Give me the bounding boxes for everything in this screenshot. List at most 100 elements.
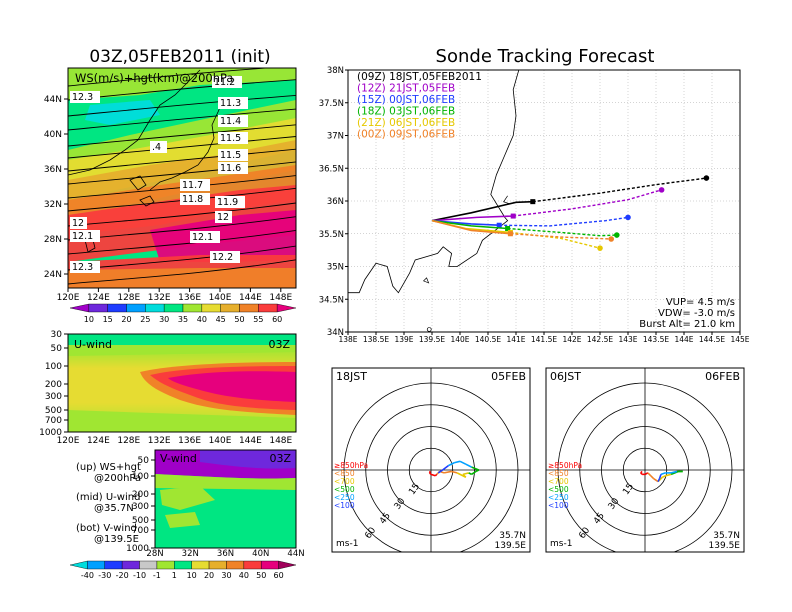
coastline-island <box>422 277 430 284</box>
ws-colorbar-label: 55 <box>253 315 263 324</box>
track-panel: 34N 34.5N 35N 35.5N 36N 36.5N 37N 37.5N 38N 138E 1… <box>319 66 750 344</box>
hodo-level-legend: <700 <box>548 477 569 486</box>
v-shade-band <box>165 512 200 528</box>
hodo-segment <box>442 465 449 471</box>
v-colorbar-label: 30 <box>221 571 231 580</box>
note-up-level: @200hPa <box>94 473 141 484</box>
left-title: 03Z,05FEB2011 (init) <box>89 47 270 67</box>
launch-legend-entry: (09Z) 18JST,05FEB2011 <box>357 71 482 83</box>
u-p-label: 100 <box>45 362 62 372</box>
v-colorbar-label: 60 <box>274 571 284 580</box>
track-lon-label: 142E <box>562 335 581 344</box>
v-lat-label: 32N <box>182 549 199 559</box>
ws-colorbar-swatch <box>145 303 165 313</box>
u-lon-label: 128E <box>117 436 140 446</box>
ws-lat-label: 44N <box>44 95 62 105</box>
v-colorbar-swatch <box>243 560 262 570</box>
track-lon-label: 141.5E <box>531 335 557 344</box>
u-panel-time: 03Z <box>268 338 290 351</box>
track-burst-marker <box>510 213 516 219</box>
u-shade-band <box>168 371 296 402</box>
coastline-island <box>426 327 432 332</box>
hodo-segment <box>670 470 678 474</box>
ws-colorbar-swatch <box>107 303 127 313</box>
ws-contour-label: 11.6 <box>220 163 241 174</box>
ws-lon-label: 120E <box>57 293 80 303</box>
note-bot-lon: @139.5E <box>94 534 139 545</box>
v-colorbar-swatch <box>121 560 140 570</box>
u-p-label: 200 <box>45 380 62 390</box>
ws-contour-label: 11.9 <box>217 197 238 208</box>
u-lon-label: 148E <box>269 436 292 446</box>
v-shade-band <box>155 474 296 490</box>
ws-contour-label: 12.2 <box>212 252 233 263</box>
hodo-unit: ms-1 <box>550 539 572 549</box>
v-colorbar-label: -30 <box>98 571 111 580</box>
u-shade-band <box>68 410 296 432</box>
launch-legend-entry: (00Z) 09JST,06FEB <box>357 129 455 141</box>
track-lat-label: 36.5N <box>319 164 344 174</box>
ws-lat-label: 40N <box>44 130 62 140</box>
ws-lon-label: 144E <box>239 293 262 303</box>
hodo-segment <box>640 470 643 474</box>
ws-contour-label: 11.8 <box>182 194 203 205</box>
param-vdw: VDW= -3.0 m/s <box>658 308 735 319</box>
right-title: Sonde Tracking Forecast <box>436 46 655 67</box>
v-colorbar-swatch <box>261 560 279 570</box>
ws-contour-label: 12.3 <box>72 262 93 273</box>
track-lon-label: 144.5E <box>699 335 725 344</box>
ws-height-contour <box>68 148 296 172</box>
ws-contour-label-box <box>70 217 87 229</box>
hodo-segment <box>434 473 438 477</box>
hodo-segment <box>430 473 436 477</box>
hodo-level-legend: <850 <box>334 469 355 478</box>
v-colorbar-swatch <box>278 560 297 570</box>
ws-colorbar-label: 35 <box>178 315 188 324</box>
v-colorbar-swatch <box>87 560 105 570</box>
ws-colorbar-label: 15 <box>103 315 113 324</box>
u-lon-label: 132E <box>148 436 171 446</box>
hodo-level-legend: <700 <box>334 477 355 486</box>
track-landing-marker <box>625 214 631 221</box>
ws-contour-label: 11.5 <box>220 133 241 144</box>
hodo-level-legend: ≥850hPa <box>548 461 582 470</box>
v-shade-band <box>200 450 296 469</box>
hodo-segment <box>448 462 455 467</box>
ws-colorbar-swatch <box>258 303 278 313</box>
u-lon-label: 120E <box>57 436 80 446</box>
v-colorbar-label: 10 <box>187 571 197 580</box>
hodo-title-right: 05FEB <box>491 370 526 383</box>
track-lon-label: 138E <box>338 335 357 344</box>
track-lat-label: 36N <box>327 197 344 207</box>
v-colorbar-label: -1 <box>153 571 161 580</box>
ws-height-contour <box>68 259 296 285</box>
ws-contour-label-box <box>190 231 220 243</box>
track-lon-label: 145E <box>730 335 749 344</box>
track-descent-line <box>513 189 662 217</box>
ws-contour-label-box <box>180 193 210 205</box>
ws-height-contour <box>68 108 296 131</box>
track-burst-marker <box>505 226 511 232</box>
v-colorbar-swatch <box>156 560 175 570</box>
ws-contour-label-box <box>70 230 100 242</box>
ws-contour-label-box <box>180 179 210 191</box>
ws-contour-label-box <box>218 97 248 109</box>
ws-colorbar-label: 40 <box>197 315 207 324</box>
ws-contour-label: .4 <box>152 142 161 153</box>
hodo-segment <box>428 472 432 475</box>
ws-contour-label: 11.4 <box>220 116 241 127</box>
u-shade-band <box>68 345 296 356</box>
ws-contour-label: 11.5 <box>220 150 241 161</box>
ws-colorbar-label: 60 <box>272 315 282 324</box>
ws-contour-label-box <box>212 76 242 88</box>
track-lon-label: 138.5E <box>363 335 389 344</box>
track-ascent-line <box>431 200 533 222</box>
v-lat-label: 36N <box>217 549 234 559</box>
ws-colorbar-swatch <box>88 303 108 313</box>
hodo-segment <box>451 470 458 474</box>
ws-lon-label: 148E <box>269 293 292 303</box>
ws-contour-label-box <box>70 261 100 273</box>
hodo-unit: ms-1 <box>336 539 358 549</box>
